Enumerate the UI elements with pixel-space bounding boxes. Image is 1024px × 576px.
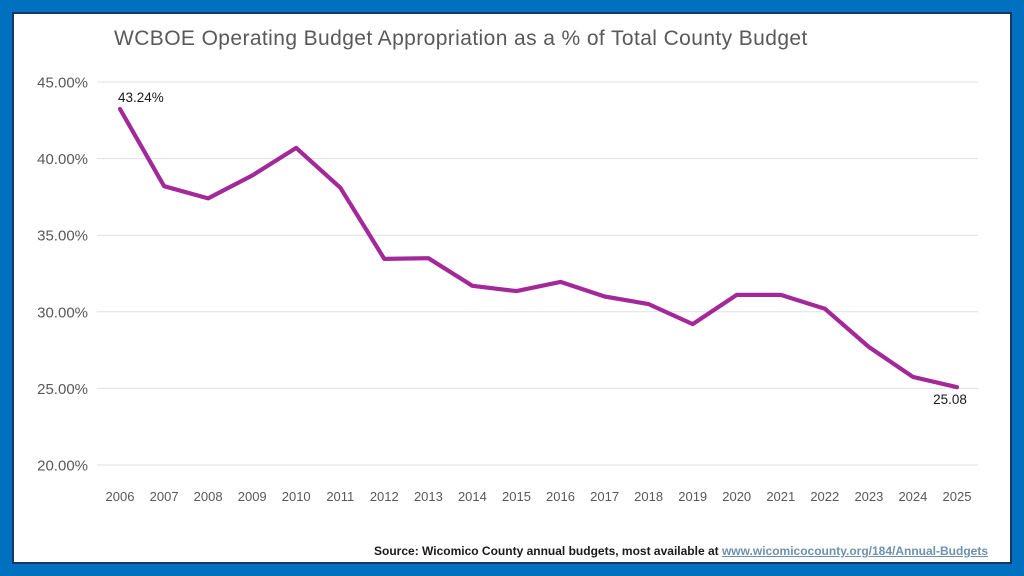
data-point-label: 43.24% <box>118 90 164 105</box>
x-axis-label: 2023 <box>854 489 883 504</box>
x-axis-label: 2014 <box>458 489 487 504</box>
line-chart: 45.00% 40.00% 35.00% 30.00% 25.00% 20.00% 2006… <box>37 75 978 504</box>
x-axis-label: 2012 <box>370 489 399 504</box>
x-axis-label: 2019 <box>678 489 707 504</box>
x-axis-label: 2015 <box>502 489 531 504</box>
x-axis-label: 2010 <box>282 489 311 504</box>
y-axis-label: 35.00% <box>37 228 88 245</box>
x-axis-label: 2011 <box>326 489 354 504</box>
x-axis-label: 2013 <box>414 489 443 504</box>
x-axis-label: 2025 <box>943 489 972 504</box>
data-point-label: 25.08 <box>933 392 967 407</box>
source-text: Source: Wicomico County annual budgets, … <box>374 544 722 558</box>
y-axis-label: 20.00% <box>37 458 88 475</box>
x-axis-label: 2007 <box>150 489 179 504</box>
x-axis-label: 2024 <box>898 489 927 504</box>
x-axis-label: 2009 <box>238 489 267 504</box>
y-axis-label: 45.00% <box>37 75 88 92</box>
slide-content: WCBOE Operating Budget Appropriation as … <box>12 12 1012 564</box>
x-axis-label: 2008 <box>194 489 223 504</box>
y-axis-label: 30.00% <box>37 304 88 321</box>
x-axis-label: 2018 <box>634 489 663 504</box>
y-axis-label: 25.00% <box>37 381 88 398</box>
x-axis-label: 2006 <box>106 489 135 504</box>
x-axis-label: 2017 <box>590 489 619 504</box>
x-axis-label: 2020 <box>722 489 751 504</box>
line-series <box>117 106 960 390</box>
x-axis-label: 2021 <box>766 489 795 504</box>
chart-title: WCBOE Operating Budget Appropriation as … <box>114 27 808 50</box>
x-axis-label: 2022 <box>810 489 839 504</box>
y-axis-label: 40.00% <box>37 151 88 168</box>
x-axis-label: 2016 <box>546 489 575 504</box>
source-note: Source: Wicomico County annual budgets, … <box>374 544 988 558</box>
source-link[interactable]: www.wicomicocounty.org/184/Annual-Budget… <box>721 544 988 558</box>
